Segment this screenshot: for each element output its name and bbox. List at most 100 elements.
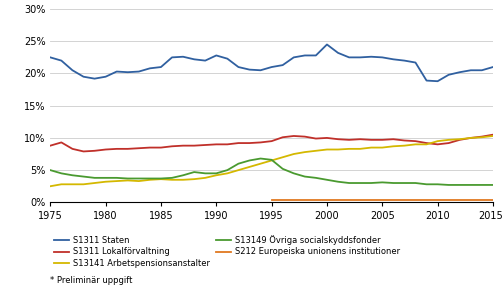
S13141 Arbetspensionsanstalter bbox=[390, 144, 396, 148]
S1311 Staten bbox=[258, 69, 264, 72]
S13149 Övriga socialskyddsfonder bbox=[368, 181, 374, 185]
S1311 Staten bbox=[357, 56, 363, 59]
S1311 Lokalförvaltning bbox=[302, 135, 308, 138]
S212 Europeiska unionens institutioner bbox=[291, 198, 297, 201]
S1311 Lokalförvaltning bbox=[435, 143, 441, 146]
S13149 Övriga socialskyddsfonder bbox=[213, 172, 219, 175]
S212 Europeiska unionens institutioner bbox=[280, 198, 286, 201]
S1311 Lokalförvaltning bbox=[357, 137, 363, 141]
S13141 Arbetspensionsanstalter bbox=[103, 180, 109, 184]
S13141 Arbetspensionsanstalter bbox=[191, 177, 197, 181]
S13141 Arbetspensionsanstalter bbox=[479, 136, 485, 139]
S1311 Lokalförvaltning bbox=[213, 143, 219, 146]
S13141 Arbetspensionsanstalter bbox=[125, 178, 131, 182]
S1311 Lokalförvaltning bbox=[125, 147, 131, 151]
Line: S1311 Staten: S1311 Staten bbox=[50, 44, 493, 81]
S13149 Övriga socialskyddsfonder bbox=[224, 168, 230, 172]
S13141 Arbetspensionsanstalter bbox=[401, 144, 407, 147]
S1311 Staten bbox=[169, 56, 175, 59]
S13149 Övriga socialskyddsfonder bbox=[357, 181, 363, 185]
S13141 Arbetspensionsanstalter bbox=[92, 181, 98, 185]
S1311 Staten bbox=[280, 63, 286, 67]
S13149 Övriga socialskyddsfonder bbox=[147, 177, 153, 180]
S1311 Staten bbox=[224, 57, 230, 60]
S1311 Staten bbox=[125, 70, 131, 74]
S13141 Arbetspensionsanstalter bbox=[269, 159, 275, 162]
S13141 Arbetspensionsanstalter bbox=[368, 146, 374, 149]
S13141 Arbetspensionsanstalter bbox=[169, 178, 175, 182]
S1311 Lokalförvaltning bbox=[280, 136, 286, 139]
S13141 Arbetspensionsanstalter bbox=[235, 168, 241, 172]
S1311 Lokalförvaltning bbox=[136, 146, 142, 150]
S1311 Staten bbox=[468, 69, 474, 72]
S1311 Lokalförvaltning bbox=[401, 139, 407, 142]
S1311 Lokalförvaltning bbox=[291, 134, 297, 138]
S13149 Övriga socialskyddsfonder bbox=[401, 181, 407, 185]
S13149 Övriga socialskyddsfonder bbox=[335, 180, 341, 184]
S1311 Lokalförvaltning bbox=[479, 135, 485, 138]
S13141 Arbetspensionsanstalter bbox=[147, 178, 153, 182]
S13141 Arbetspensionsanstalter bbox=[180, 178, 186, 182]
S212 Europeiska unionens institutioner bbox=[479, 198, 485, 201]
S1311 Lokalförvaltning bbox=[457, 138, 463, 142]
S1311 Staten bbox=[324, 43, 330, 46]
S13141 Arbetspensionsanstalter bbox=[412, 143, 418, 146]
Text: * Preliminär uppgift: * Preliminär uppgift bbox=[50, 276, 133, 285]
S1311 Lokalförvaltning bbox=[147, 146, 153, 149]
S1311 Staten bbox=[158, 65, 164, 69]
S13141 Arbetspensionsanstalter bbox=[80, 182, 87, 186]
S13149 Övriga socialskyddsfonder bbox=[191, 170, 197, 174]
S1311 Staten bbox=[457, 70, 463, 74]
S1311 Staten bbox=[479, 69, 485, 72]
S1311 Staten bbox=[313, 54, 319, 57]
S1311 Lokalförvaltning bbox=[58, 141, 64, 144]
S1311 Staten bbox=[269, 65, 275, 69]
Line: S13141 Arbetspensionsanstalter: S13141 Arbetspensionsanstalter bbox=[50, 136, 493, 186]
S13141 Arbetspensionsanstalter bbox=[258, 162, 264, 165]
S212 Europeiska unionens institutioner bbox=[368, 198, 374, 201]
S13149 Övriga socialskyddsfonder bbox=[103, 176, 109, 180]
S1311 Staten bbox=[390, 57, 396, 61]
S1311 Lokalförvaltning bbox=[69, 147, 75, 151]
S1311 Staten bbox=[114, 70, 120, 73]
S212 Europeiska unionens institutioner bbox=[390, 198, 396, 201]
S13149 Övriga socialskyddsfonder bbox=[158, 177, 164, 180]
S13149 Övriga socialskyddsfonder bbox=[346, 181, 352, 185]
S212 Europeiska unionens institutioner bbox=[346, 198, 352, 201]
S13149 Övriga socialskyddsfonder bbox=[490, 183, 496, 187]
S1311 Staten bbox=[103, 75, 109, 79]
S1311 Staten bbox=[180, 55, 186, 59]
S212 Europeiska unionens institutioner bbox=[357, 198, 363, 201]
S1311 Staten bbox=[335, 51, 341, 55]
Legend: S1311 Staten, S1311 Lokalförvaltning, S13141 Arbetspensionsanstalter, S13149 Övr: S1311 Staten, S1311 Lokalförvaltning, S1… bbox=[54, 236, 400, 268]
S1311 Staten bbox=[246, 68, 253, 72]
S1311 Lokalförvaltning bbox=[92, 149, 98, 153]
S212 Europeiska unionens institutioner bbox=[490, 198, 496, 201]
S1311 Staten bbox=[368, 55, 374, 59]
S13149 Övriga socialskyddsfonder bbox=[379, 181, 385, 184]
S212 Europeiska unionens institutioner bbox=[401, 198, 407, 201]
S1311 Staten bbox=[92, 77, 98, 80]
S1311 Lokalförvaltning bbox=[390, 137, 396, 141]
S1311 Lokalförvaltning bbox=[169, 144, 175, 148]
S1311 Staten bbox=[202, 59, 208, 63]
S1311 Lokalförvaltning bbox=[468, 136, 474, 140]
S13149 Övriga socialskyddsfonder bbox=[258, 157, 264, 160]
S1311 Staten bbox=[47, 56, 53, 59]
S13141 Arbetspensionsanstalter bbox=[114, 179, 120, 183]
S212 Europeiska unionens institutioner bbox=[446, 198, 452, 201]
S13141 Arbetspensionsanstalter bbox=[490, 134, 496, 138]
S13149 Övriga socialskyddsfonder bbox=[202, 172, 208, 175]
S1311 Staten bbox=[80, 75, 87, 79]
S13149 Övriga socialskyddsfonder bbox=[180, 173, 186, 177]
S1311 Staten bbox=[291, 56, 297, 59]
S13141 Arbetspensionsanstalter bbox=[379, 146, 385, 149]
S13149 Övriga socialskyddsfonder bbox=[80, 175, 87, 178]
S212 Europeiska unionens institutioner bbox=[324, 198, 330, 201]
S1311 Lokalförvaltning bbox=[490, 133, 496, 137]
S212 Europeiska unionens institutioner bbox=[269, 198, 275, 201]
S1311 Staten bbox=[58, 59, 64, 63]
S1311 Lokalförvaltning bbox=[346, 138, 352, 142]
S13141 Arbetspensionsanstalter bbox=[291, 152, 297, 156]
S13149 Övriga socialskyddsfonder bbox=[114, 176, 120, 180]
